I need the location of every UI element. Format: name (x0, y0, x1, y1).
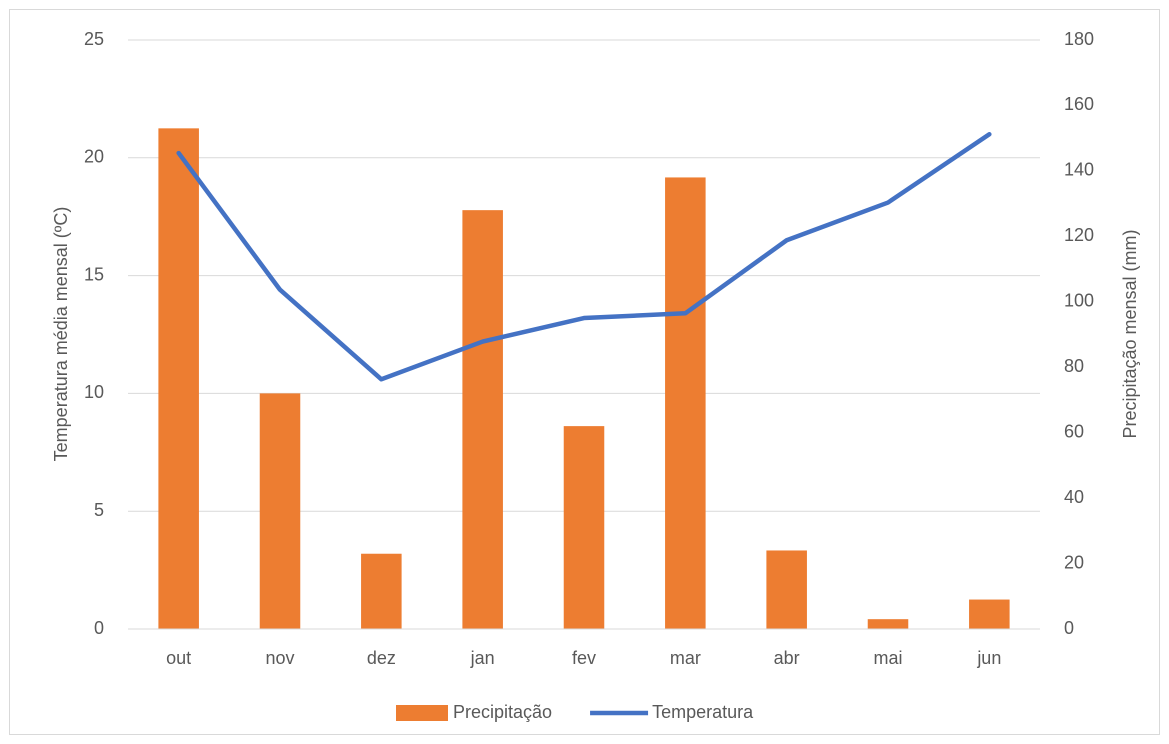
y2-tick-label: 140 (1064, 160, 1094, 180)
bar (563, 426, 605, 629)
bar (462, 210, 503, 629)
y-tick-label: 20 (84, 147, 104, 167)
bar (867, 619, 909, 629)
y2-tick-label: 180 (1064, 29, 1094, 49)
x-tick-label: abr (774, 648, 800, 668)
x-tick-label: fev (572, 648, 596, 668)
bar (665, 177, 706, 629)
y2-tick-label: 80 (1064, 356, 1084, 376)
y2-tick-label: 100 (1064, 291, 1094, 311)
legend-label: Temperatura (652, 702, 754, 722)
bar (361, 553, 402, 629)
x-tick-label: jan (470, 648, 495, 668)
bar (969, 599, 1010, 629)
x-tick-label: jun (976, 648, 1001, 668)
legend-label: Precipitação (453, 702, 552, 722)
y-tick-label: 10 (84, 382, 104, 402)
bar (766, 550, 807, 629)
x-tick-label: dez (367, 648, 396, 668)
y2-tick-label: 60 (1064, 421, 1084, 441)
y2-tick-label: 40 (1064, 487, 1084, 507)
line (176, 131, 992, 382)
y-tick-label: 0 (94, 618, 104, 638)
y2-axis-title: Precipitação mensal (mm) (1120, 229, 1140, 438)
x-tick-label: mai (873, 648, 902, 668)
y-axis-title: Temperatura média mensal (ºC) (51, 207, 71, 462)
bar (158, 128, 199, 629)
y-tick-label: 5 (94, 500, 104, 520)
bar (259, 393, 301, 629)
x-tick-label: nov (265, 648, 294, 668)
y2-tick-label: 20 (1064, 552, 1084, 572)
y2-tick-label: 160 (1064, 94, 1094, 114)
x-tick-label: out (166, 648, 191, 668)
y2-tick-label: 0 (1064, 618, 1074, 638)
x-tick-label: mar (670, 648, 701, 668)
y-tick-label: 15 (84, 264, 104, 284)
legend-swatch (396, 705, 448, 721)
y-tick-label: 25 (84, 29, 104, 49)
y2-tick-label: 120 (1064, 225, 1094, 245)
